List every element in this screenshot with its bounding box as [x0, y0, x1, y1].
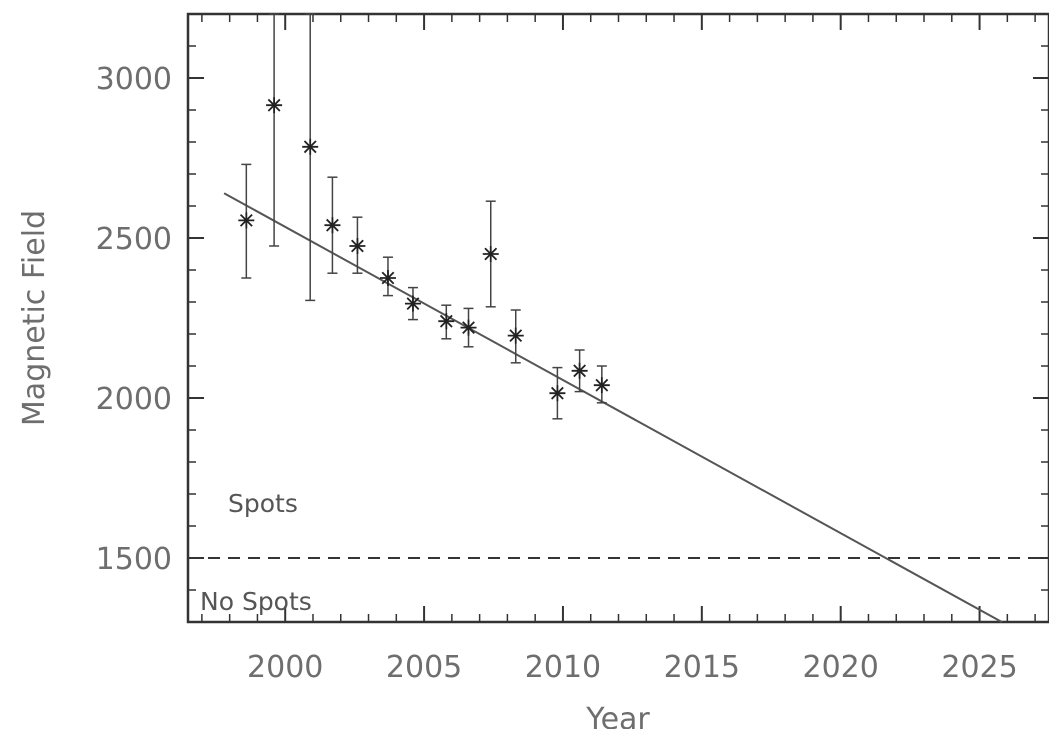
- y-tick-label: 3000: [96, 62, 172, 97]
- data-point: [302, 138, 319, 155]
- data-point: [593, 377, 610, 394]
- error-bars: [241, 13, 607, 420]
- x-tick-label: 2000: [247, 650, 323, 685]
- data-point: [460, 319, 477, 336]
- y-axis-title: Magnetic Field: [17, 210, 52, 426]
- x-tick-label: 2015: [664, 650, 740, 685]
- data-point: [404, 295, 421, 312]
- x-tick-labels: 2000 2005 2010 2015 2020 2025: [247, 650, 1018, 685]
- data-point: [324, 217, 341, 234]
- y-tick-label: 2500: [96, 222, 172, 257]
- minor-ticks: [188, 13, 1049, 623]
- data-point: [238, 212, 255, 229]
- x-tick-label: 2025: [941, 650, 1017, 685]
- y-tick-labels: 1500 2000 2500 3000: [96, 62, 172, 577]
- data-point: [507, 327, 524, 344]
- x-tick-label: 2010: [525, 650, 601, 685]
- error-bar: [305, 13, 316, 302]
- spots-label: Spots: [228, 489, 298, 518]
- data-points: [238, 97, 610, 402]
- plot-frame: [186, 12, 1049, 624]
- data-point: [482, 246, 499, 262]
- fit-line: [223, 192, 1003, 623]
- data-point: [438, 313, 455, 330]
- data-point: [571, 362, 588, 379]
- y-tick-label: 2000: [96, 382, 172, 417]
- error-bar: [269, 13, 280, 247]
- data-point: [549, 385, 566, 402]
- data-point: [349, 238, 366, 254]
- y-tick-label: 1500: [96, 542, 172, 577]
- x-axis-title: Year: [585, 702, 650, 729]
- x-tick-label: 2005: [386, 650, 462, 685]
- data-point: [379, 270, 396, 286]
- x-tick-label: 2020: [803, 650, 879, 685]
- major-ticks: [188, 14, 1049, 622]
- data-point: [266, 97, 283, 114]
- no-spots-label: No Spots: [200, 587, 312, 616]
